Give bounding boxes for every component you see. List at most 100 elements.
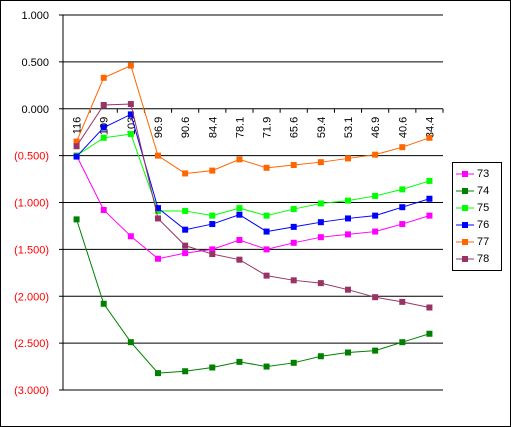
data-point (263, 212, 270, 219)
data-point (399, 339, 406, 346)
data-point (372, 212, 379, 219)
y-tick-label: 0.000 (21, 104, 49, 116)
data-point (236, 156, 243, 163)
x-tick-label: 53.1 (343, 117, 355, 138)
data-point (127, 233, 134, 240)
data-point (399, 204, 406, 211)
data-point (182, 170, 189, 177)
legend-swatch-marker (462, 171, 468, 177)
legend-swatch-marker (462, 205, 468, 211)
data-point (127, 101, 134, 108)
data-point (290, 206, 297, 213)
data-point (100, 74, 107, 81)
data-point (290, 359, 297, 366)
data-point (372, 228, 379, 235)
data-point (155, 255, 161, 262)
legend-swatch (456, 188, 474, 194)
data-point (236, 358, 243, 365)
data-point (182, 226, 189, 233)
x-tick-label: 84.4 (207, 117, 219, 138)
data-point (263, 272, 270, 279)
y-tick-label: (1.500) (14, 244, 49, 256)
data-point (345, 286, 351, 293)
legend-swatch-marker (462, 239, 468, 245)
x-tick-labels: 11610910396.990.684.478.171.965.659.453.… (72, 117, 437, 138)
data-point (263, 228, 270, 235)
data-point (73, 216, 80, 223)
data-point (263, 363, 270, 370)
data-point (372, 347, 379, 354)
data-point (100, 124, 107, 131)
data-point (155, 152, 161, 159)
data-point (399, 186, 406, 193)
series-line (76, 133, 430, 217)
data-point (182, 207, 189, 214)
data-point (236, 256, 243, 263)
data-point (209, 212, 216, 219)
series-line (76, 64, 430, 174)
x-tick-label: 116 (72, 117, 84, 135)
series-lines (73, 62, 433, 377)
y-tick-label: (2.500) (14, 338, 49, 350)
data-point (426, 304, 433, 311)
data-point (345, 215, 351, 222)
data-point (236, 205, 243, 212)
x-tick-label: 65.6 (289, 117, 301, 138)
data-point (155, 205, 161, 212)
data-point (73, 153, 80, 160)
x-tick-label: 90.6 (180, 117, 192, 138)
x-tick-label: 59.4 (316, 117, 328, 138)
data-point (317, 219, 324, 226)
data-point (155, 370, 161, 377)
y-tick-labels: 1.000 0.500 0.000 (0.500) (1.000) (1.500) (2.0… (14, 10, 49, 397)
data-point (345, 231, 351, 238)
data-point (182, 242, 189, 249)
legend-swatch (456, 171, 474, 177)
legend-swatch-marker (462, 222, 468, 228)
legend: 73 74 75 76 77 78 (452, 162, 502, 271)
data-point (290, 239, 297, 246)
data-point (209, 364, 216, 371)
x-tick-label: 96.9 (153, 117, 165, 138)
data-point (100, 300, 107, 307)
data-point (127, 131, 134, 138)
x-tick-label: 34.4 (424, 117, 436, 138)
legend-swatch-marker (462, 256, 468, 262)
data-point (290, 277, 297, 284)
data-point (263, 246, 270, 253)
legend-label: 75 (477, 202, 490, 214)
data-point (426, 212, 433, 219)
data-point (100, 102, 107, 108)
data-point (290, 162, 297, 168)
legend-swatch (456, 239, 474, 245)
legend-label: 78 (477, 253, 490, 265)
y-tick-label: (0.500) (14, 151, 49, 163)
legend-item: 77 (455, 235, 499, 249)
data-point (372, 192, 379, 199)
data-point (426, 134, 433, 141)
legend-item: 74 (455, 184, 499, 198)
data-point (317, 159, 324, 166)
data-point (73, 138, 80, 145)
legend-item: 78 (455, 252, 499, 266)
data-point (399, 221, 406, 228)
data-point (426, 195, 433, 202)
data-point (426, 177, 433, 184)
series-line (76, 155, 430, 260)
series-76 (73, 111, 433, 235)
x-tick-label: 40.6 (397, 117, 409, 138)
series-74 (73, 216, 433, 377)
legend-swatch (456, 256, 474, 262)
legend-label: 77 (477, 236, 490, 248)
data-point (182, 250, 189, 257)
data-point (127, 339, 134, 346)
legend-label: 76 (477, 219, 490, 231)
legend-item: 76 (455, 218, 499, 232)
y-tick-label: (1.000) (14, 198, 49, 210)
data-point (100, 207, 107, 213)
data-point (399, 298, 406, 305)
data-point (182, 368, 189, 375)
series-line (76, 103, 430, 308)
series-73 (73, 152, 433, 262)
